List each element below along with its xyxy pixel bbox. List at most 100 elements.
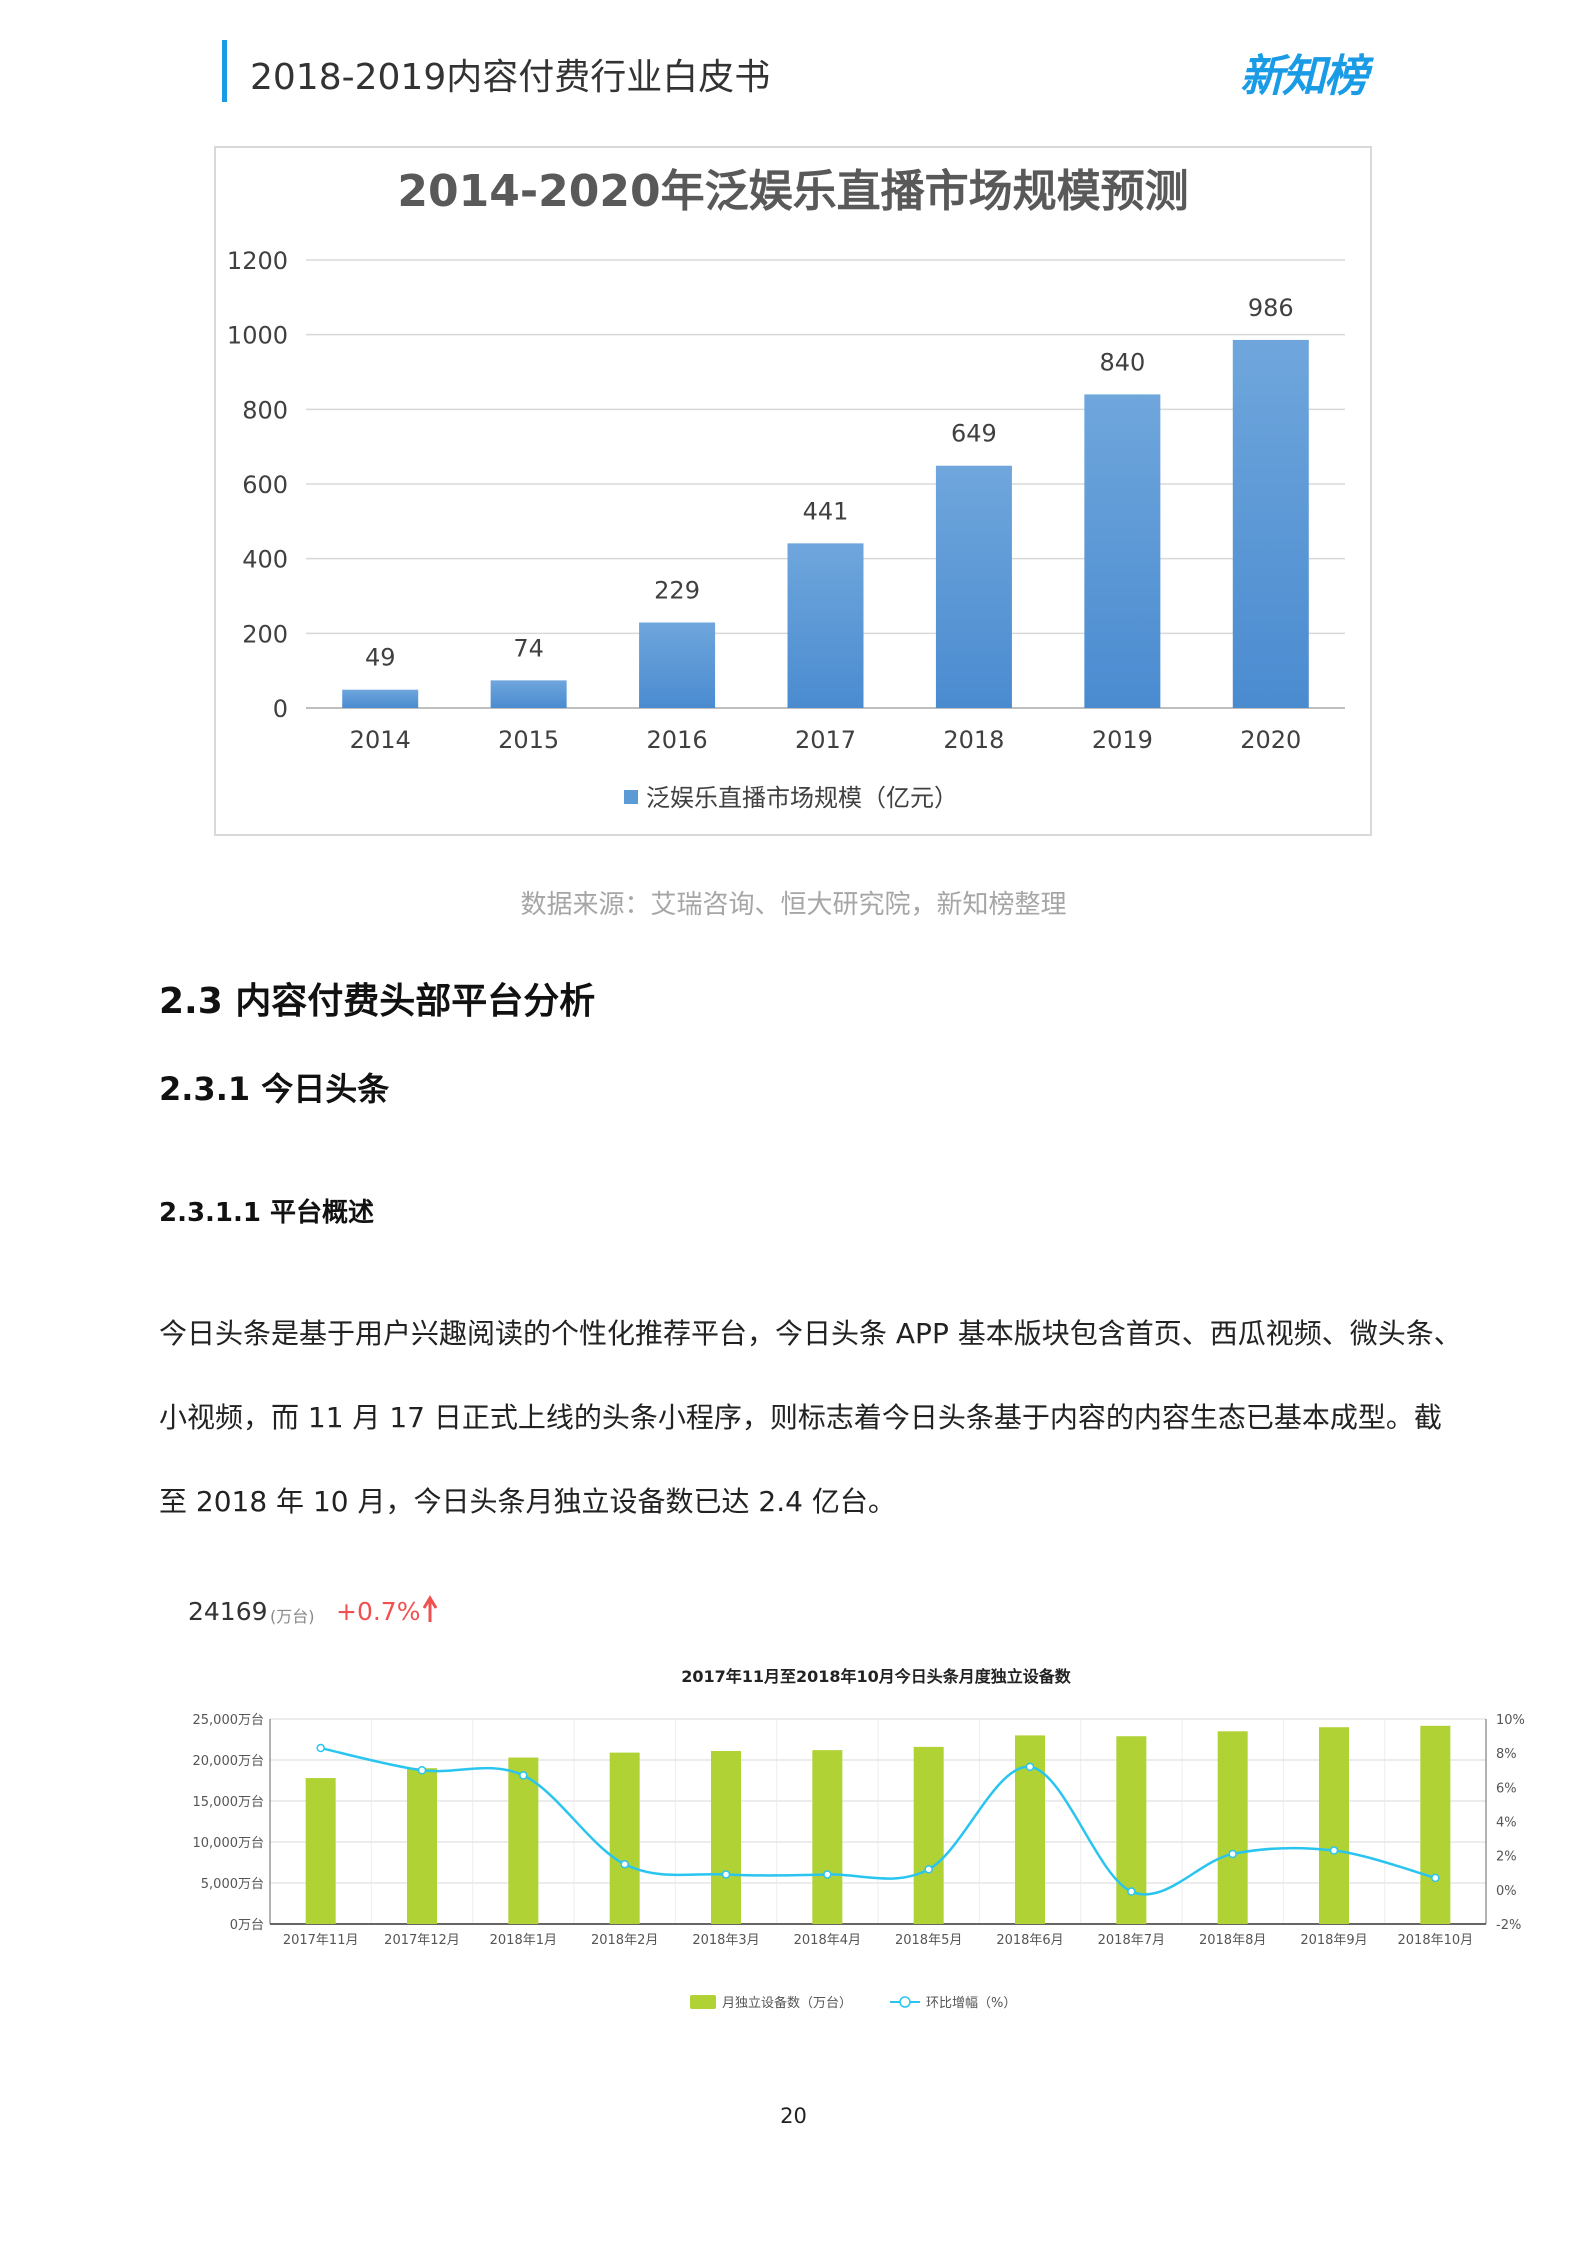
- data-source: 数据来源：艾瑞咨询、恒大研究院，新知榜整理: [520, 890, 1067, 920]
- y-right-tick-label: 4%: [1496, 1816, 1517, 1831]
- x-tick-label: 2017年11月: [283, 1933, 359, 1948]
- y-tick-label: 200: [242, 620, 288, 648]
- y-right-tick-label: 10%: [1496, 1713, 1525, 1728]
- line-point: [1025, 1762, 1035, 1772]
- y-left-tick-label: 20,000万台: [193, 1754, 265, 1769]
- bar: [1420, 1725, 1451, 1924]
- line-point: [823, 1870, 832, 1879]
- bar: [913, 1746, 944, 1924]
- legend-marker-line: [899, 1996, 911, 2008]
- bar: [1217, 1731, 1248, 1924]
- data-label: 49: [365, 644, 396, 672]
- legend-label-line: 环比增幅（%）: [926, 1996, 1016, 2011]
- y-tick-label: 800: [242, 396, 288, 424]
- x-tick-label: 2018年9月: [1300, 1933, 1367, 1948]
- y-left-tick-label: 25,000万台: [193, 1713, 265, 1728]
- brand-logo: 新知榜: [1240, 51, 1368, 102]
- paragraph-line: 小视频，而 11 月 17 日正式上线的头条小程序，则标志着今日头条基于内容的内…: [159, 1401, 1442, 1434]
- x-tick-label: 2019: [1092, 726, 1153, 754]
- chart-frame: [214, 146, 1372, 836]
- chart-title: 2014-2020年泛娱乐直播市场规模预测: [397, 166, 1188, 217]
- y-right-tick-label: 6%: [1496, 1781, 1517, 1796]
- y-right-tick-label: 2%: [1496, 1850, 1517, 1865]
- line-point: [1228, 1849, 1237, 1859]
- header-accent-bar: [222, 40, 227, 102]
- bar: [787, 543, 864, 708]
- arrow-up-icon: [422, 1595, 438, 1622]
- y-tick-label: 400: [242, 546, 288, 574]
- y-right-tick-label: -2%: [1496, 1918, 1521, 1933]
- paragraph-line: 至 2018 年 10 月，今日头条月独立设备数已达 2.4 亿台。: [159, 1485, 896, 1518]
- y-tick-label: 0: [273, 695, 288, 723]
- bar: [812, 1750, 843, 1924]
- y-left-tick-label: 0万台: [230, 1918, 264, 1933]
- bar: [1319, 1727, 1349, 1924]
- line-point: [721, 1870, 731, 1879]
- bar: [1084, 394, 1161, 708]
- legend-label-bars: 月独立设备数（万台）: [722, 1995, 852, 2011]
- x-tick-label: 2020: [1240, 726, 1301, 754]
- paragraph-line: 今日头条是基于用户兴趣阅读的个性化推荐平台，今日头条 APP 基本版块包含首页、…: [159, 1317, 1462, 1350]
- y-right-tick-label: 8%: [1496, 1747, 1517, 1762]
- chart-title: 2017年11月至2018年10月今日头条月度独立设备数: [681, 1667, 1072, 1686]
- y-left-tick-label: 10,000万台: [193, 1836, 265, 1851]
- y-tick-label: 1200: [227, 247, 288, 275]
- x-tick-label: 2018年8月: [1199, 1933, 1266, 1948]
- market-size-bar-chart: 2014-2020年泛娱乐直播市场规模预测 0 200 400 600 800 1000 12…: [227, 166, 1345, 812]
- bar: [490, 680, 567, 708]
- summary-unit: (万台): [270, 1607, 315, 1626]
- bar: [609, 1752, 640, 1924]
- x-tick-label: 2018年6月: [996, 1933, 1063, 1948]
- line-point: [316, 1743, 325, 1753]
- data-label: 986: [1248, 294, 1294, 322]
- line-point: [519, 1771, 528, 1780]
- x-tick-label: 2018年1月: [490, 1933, 557, 1948]
- x-tick-label: 2018年2月: [591, 1933, 658, 1948]
- x-tick-label: 2018年3月: [692, 1933, 759, 1948]
- data-label: 840: [1099, 348, 1145, 376]
- device-count-combo-chart: 24169 (万台) +0.7% 2017年11月至2018年10月今日头条月度独立设…: [188, 1595, 1525, 2011]
- y-left-tick-label: 15,000万台: [193, 1795, 265, 1810]
- line-point: [1127, 1887, 1136, 1896]
- x-tick-label: 2016: [647, 726, 708, 754]
- bar: [305, 1778, 336, 1924]
- summary-change: +0.7%: [336, 1597, 420, 1626]
- page-number: 20: [780, 2104, 807, 2128]
- x-tick-label: 2018年5月: [895, 1933, 962, 1948]
- x-tick-label: 2018年10月: [1398, 1933, 1474, 1948]
- summary-value: 24169: [188, 1597, 268, 1626]
- bar: [639, 622, 716, 708]
- bar: [508, 1757, 539, 1924]
- data-label: 229: [654, 577, 700, 605]
- legend-swatch-bars: [690, 1995, 716, 2009]
- data-label: 441: [803, 497, 849, 525]
- bar: [711, 1750, 741, 1924]
- legend-label: 泛娱乐直播市场规模（亿元）: [646, 784, 958, 812]
- x-tick-label: 2015: [498, 726, 559, 754]
- line-point: [924, 1865, 933, 1874]
- y-right-tick-label: 0%: [1496, 1884, 1517, 1899]
- section-heading: 2.3 内容付费头部平台分析: [159, 981, 596, 1022]
- bar: [935, 465, 1012, 708]
- x-tick-label: 2018年4月: [794, 1933, 861, 1948]
- document-title: 2018-2019内容付费行业白皮书: [250, 57, 771, 98]
- subsubsection-heading: 2.3.1.1 平台概述: [159, 1198, 375, 1228]
- line-point: [1431, 1873, 1440, 1883]
- x-tick-label: 2017: [795, 726, 856, 754]
- line-point: [1329, 1846, 1339, 1855]
- data-label: 74: [513, 634, 544, 662]
- bar: [1232, 339, 1309, 708]
- x-tick-label: 2014: [350, 726, 411, 754]
- legend-swatch: [624, 790, 638, 804]
- data-label: 649: [951, 420, 997, 448]
- x-tick-label: 2018: [943, 726, 1004, 754]
- y-tick-label: 600: [242, 471, 288, 499]
- line-point: [417, 1766, 427, 1775]
- x-tick-label: 2017年12月: [384, 1933, 460, 1948]
- bar: [342, 689, 419, 708]
- line-point: [620, 1859, 629, 1869]
- subsection-heading: 2.3.1 今日头条: [159, 1070, 390, 1108]
- x-tick-label: 2018年7月: [1098, 1933, 1165, 1948]
- bar: [407, 1768, 437, 1924]
- y-tick-label: 1000: [227, 322, 288, 350]
